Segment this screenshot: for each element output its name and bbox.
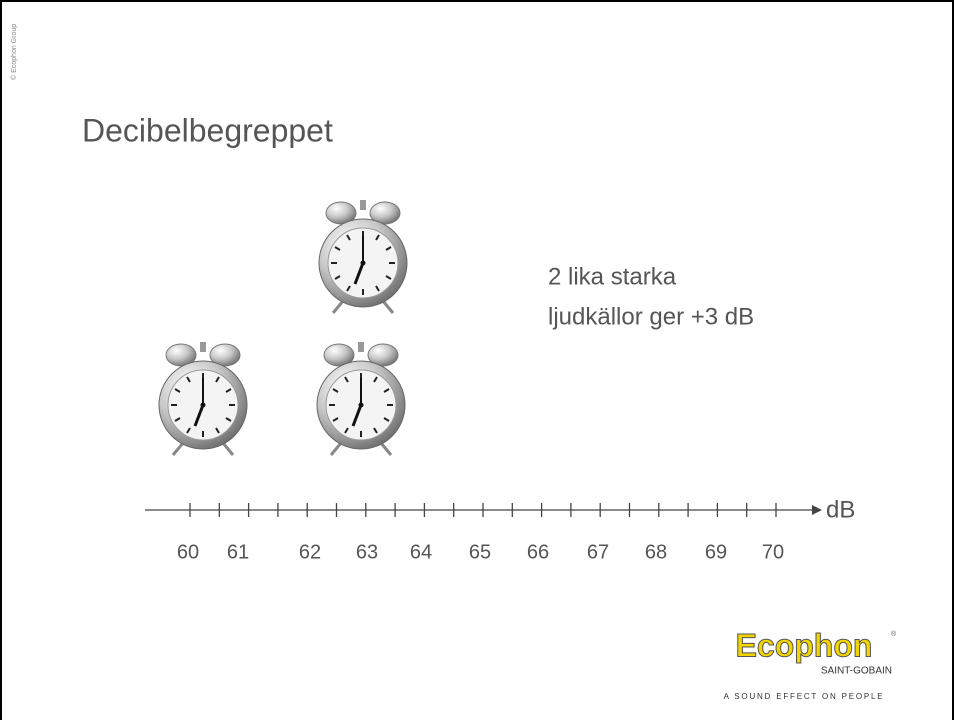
scale-label: 64 (410, 541, 432, 563)
scale-label: 62 (299, 541, 321, 563)
scale-label: 60 (177, 541, 199, 563)
logo-tagline: A SOUND EFFECT ON PEOPLE (724, 692, 885, 701)
statement-line: ljudkällor ger +3 dB (548, 303, 754, 330)
scale-label: 69 (705, 541, 727, 563)
scale-label: 68 (645, 541, 667, 563)
logo-brand: Ecophon (736, 627, 873, 663)
scale-label: 61 (227, 541, 249, 563)
copyright: © Ecophon Group (10, 24, 18, 80)
scale-label: 70 (762, 541, 784, 563)
logo: Ecophon ® SAINT-GOBAIN A SOUND EFFECT ON… (716, 627, 897, 701)
scale-label: 66 (527, 541, 549, 563)
clock (316, 340, 406, 457)
logo-group: SAINT-GOBAIN (821, 666, 892, 677)
scale-label: 67 (587, 541, 609, 563)
clock (318, 198, 408, 315)
slide-title: Decibelbegreppet (82, 112, 333, 148)
clock (158, 340, 248, 457)
scale-unit: dB (826, 496, 855, 523)
scale-arrow (812, 505, 822, 515)
scale-label: 63 (356, 541, 378, 563)
scale-label: 65 (469, 541, 491, 563)
logo-box (716, 632, 894, 670)
statement-line: 2 lika starka (548, 263, 677, 290)
db-scale (145, 505, 822, 515)
logo-registered: ® (891, 630, 897, 638)
